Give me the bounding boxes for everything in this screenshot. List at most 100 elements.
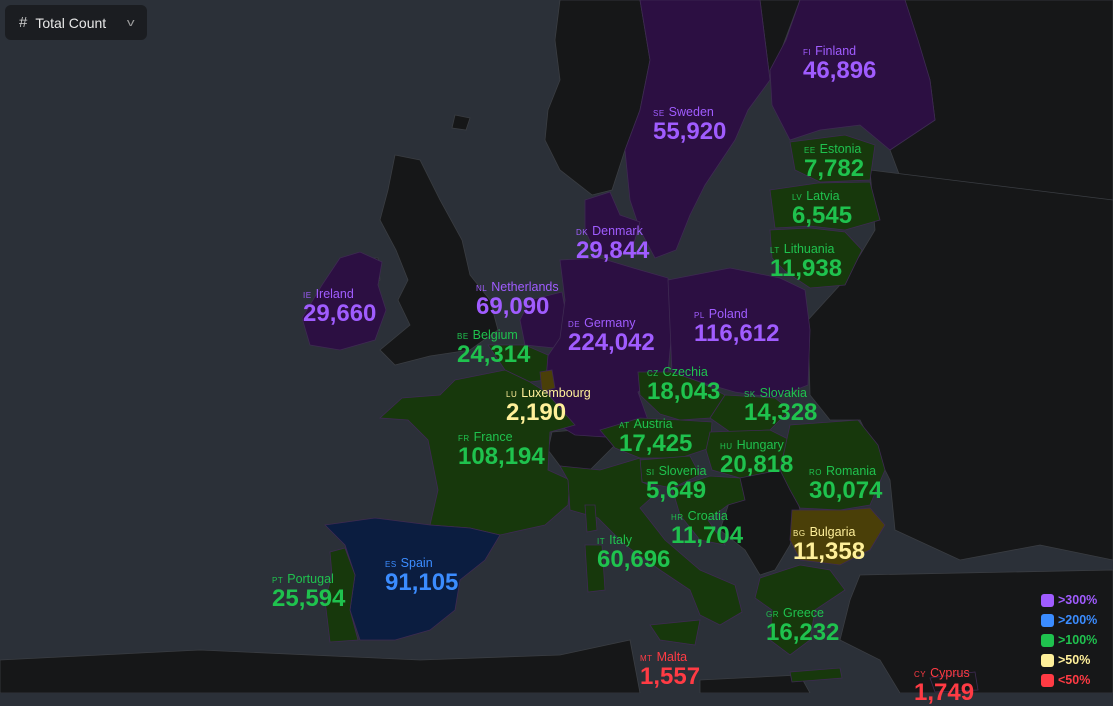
country-value: 24,314 — [457, 340, 531, 368]
country-value: 91,105 — [385, 568, 459, 596]
country-label-lv[interactable]: LV Latvia 6,545 — [792, 190, 852, 228]
country-denmark — [584, 191, 641, 259]
country-corsica — [584, 504, 598, 533]
country-name-row: IT Italy — [597, 534, 670, 547]
country-label-se[interactable]: SE Sweden 55,920 — [653, 106, 726, 144]
country-name: Luxembourg — [521, 386, 591, 400]
country-label-hu[interactable]: HU Hungary 20,818 — [720, 439, 793, 477]
country-name-row: PT Portugal — [272, 573, 345, 586]
country-code: BE — [457, 332, 469, 341]
country-value: 14,328 — [744, 398, 818, 426]
country-name-row: IE Ireland — [303, 288, 376, 301]
country-label-fr[interactable]: FR France 108,194 — [458, 431, 545, 469]
country-name: France — [473, 430, 513, 444]
country-name-row: AT Austria — [619, 418, 692, 431]
country-label-be[interactable]: BE Belgium 24,314 — [457, 329, 530, 367]
country-name-row: NL Netherlands — [476, 281, 559, 294]
country-name-row: EE Estonia — [804, 143, 864, 156]
country-name-row: DK Denmark — [576, 225, 649, 238]
country-label-mt[interactable]: MT Malta 1,557 — [640, 651, 700, 689]
country-label-cy[interactable]: CY Cyprus 1,749 — [914, 667, 974, 705]
country-name: Italy — [609, 533, 633, 547]
country-name: Ireland — [315, 287, 354, 301]
country-label-si[interactable]: SI Slovenia 5,649 — [646, 465, 707, 503]
country-label-it[interactable]: IT Italy 60,696 — [597, 534, 670, 572]
country-label-fi[interactable]: FI Finland 46,896 — [803, 45, 876, 83]
country-value: 25,594 — [272, 584, 346, 612]
country-name: Slovenia — [658, 464, 707, 478]
country-label-cz[interactable]: CZ Czechia 18,043 — [647, 366, 720, 404]
country-name: Lithuania — [783, 242, 835, 256]
country-code: LV — [792, 193, 803, 202]
legend-item: >200% — [1041, 610, 1097, 630]
country-name: Estonia — [819, 142, 862, 156]
country-code: AT — [619, 421, 630, 430]
metric-selector[interactable]: # Total Count v — [5, 5, 147, 40]
country-label-gr[interactable]: GR Greece 16,232 — [766, 607, 839, 645]
legend-swatch — [1041, 673, 1054, 687]
country-value: 11,938 — [770, 254, 843, 282]
country-value: 17,425 — [619, 429, 693, 457]
country-name-row: PL Poland — [694, 308, 779, 321]
country-name-row: MT Malta — [640, 651, 700, 664]
legend: >300% >200% >100% >50% <50% — [1041, 590, 1097, 690]
country-label-dk[interactable]: DK Denmark 29,844 — [576, 225, 649, 263]
country-greece — [754, 564, 846, 656]
chevron-down-icon: v — [126, 16, 135, 29]
country-name-row: FR France — [458, 431, 545, 444]
country-label-pt[interactable]: PT Portugal 25,594 — [272, 573, 345, 611]
country-label-pl[interactable]: PL Poland 116,612 — [694, 308, 779, 346]
legend-label: >100% — [1058, 633, 1098, 647]
country-name-row: DE Germany — [568, 317, 655, 330]
country-label-nl[interactable]: NL Netherlands 69,090 — [476, 281, 559, 319]
country-sardinia — [584, 544, 606, 593]
country-label-hr[interactable]: HR Croatia 11,704 — [671, 510, 743, 548]
country-label-lt[interactable]: LT Lithuania 11,938 — [770, 243, 842, 281]
country-code: ES — [385, 560, 397, 569]
country-code: DE — [568, 320, 581, 329]
country-name-row: SI Slovenia — [646, 465, 707, 478]
country-code: SK — [744, 390, 756, 399]
country-value: 55,920 — [653, 117, 727, 145]
country-code: SI — [646, 468, 655, 477]
country-name-row: BG Bulgaria — [793, 526, 865, 539]
country-code: IT — [597, 537, 606, 546]
country-latvia — [769, 181, 881, 231]
country-portugal — [324, 547, 359, 643]
country-name: Hungary — [736, 438, 784, 452]
legend-item: >100% — [1041, 630, 1097, 650]
country-code: HU — [720, 442, 733, 451]
country-france — [379, 369, 576, 536]
country-cyprus — [929, 671, 979, 693]
country-name: Denmark — [592, 224, 643, 238]
country-label-ee[interactable]: EE Estonia 7,782 — [804, 143, 864, 181]
country-name-row: SE Sweden — [653, 106, 726, 119]
country-value: 7,782 — [804, 154, 865, 182]
country-finland — [769, 0, 936, 151]
country-name: Latvia — [806, 189, 840, 203]
country-label-bg[interactable]: BG Bulgaria 11,358 — [793, 526, 865, 564]
country-value: 29,844 — [576, 236, 650, 264]
country-label-at[interactable]: AT Austria 17,425 — [619, 418, 692, 456]
country-label-lu[interactable]: LU Luxembourg 2,190 — [506, 387, 591, 425]
country-label-es[interactable]: ES Spain 91,105 — [385, 557, 458, 595]
country-code: EE — [804, 146, 816, 155]
country-name: Croatia — [687, 509, 728, 523]
country-code: RO — [809, 468, 822, 477]
country-label-sk[interactable]: SK Slovakia 14,328 — [744, 387, 817, 425]
country-name: Czechia — [662, 365, 708, 379]
country-name: Sweden — [668, 105, 714, 119]
country-label-ie[interactable]: IE Ireland 29,660 — [303, 288, 376, 326]
country-name: Malta — [656, 650, 688, 664]
country-label-ro[interactable]: RO Romania 30,074 — [809, 465, 882, 503]
country-value: 18,043 — [647, 377, 721, 405]
country-sweden — [624, 0, 771, 259]
country-name: Netherlands — [491, 280, 559, 294]
country-name-row: LT Lithuania — [770, 243, 842, 256]
country-label-de[interactable]: DE Germany 224,042 — [568, 317, 655, 355]
country-name-row: LU Luxembourg — [506, 387, 591, 400]
legend-label: >50% — [1058, 653, 1091, 667]
country-value: 30,074 — [809, 476, 883, 504]
country-estonia — [789, 134, 876, 183]
